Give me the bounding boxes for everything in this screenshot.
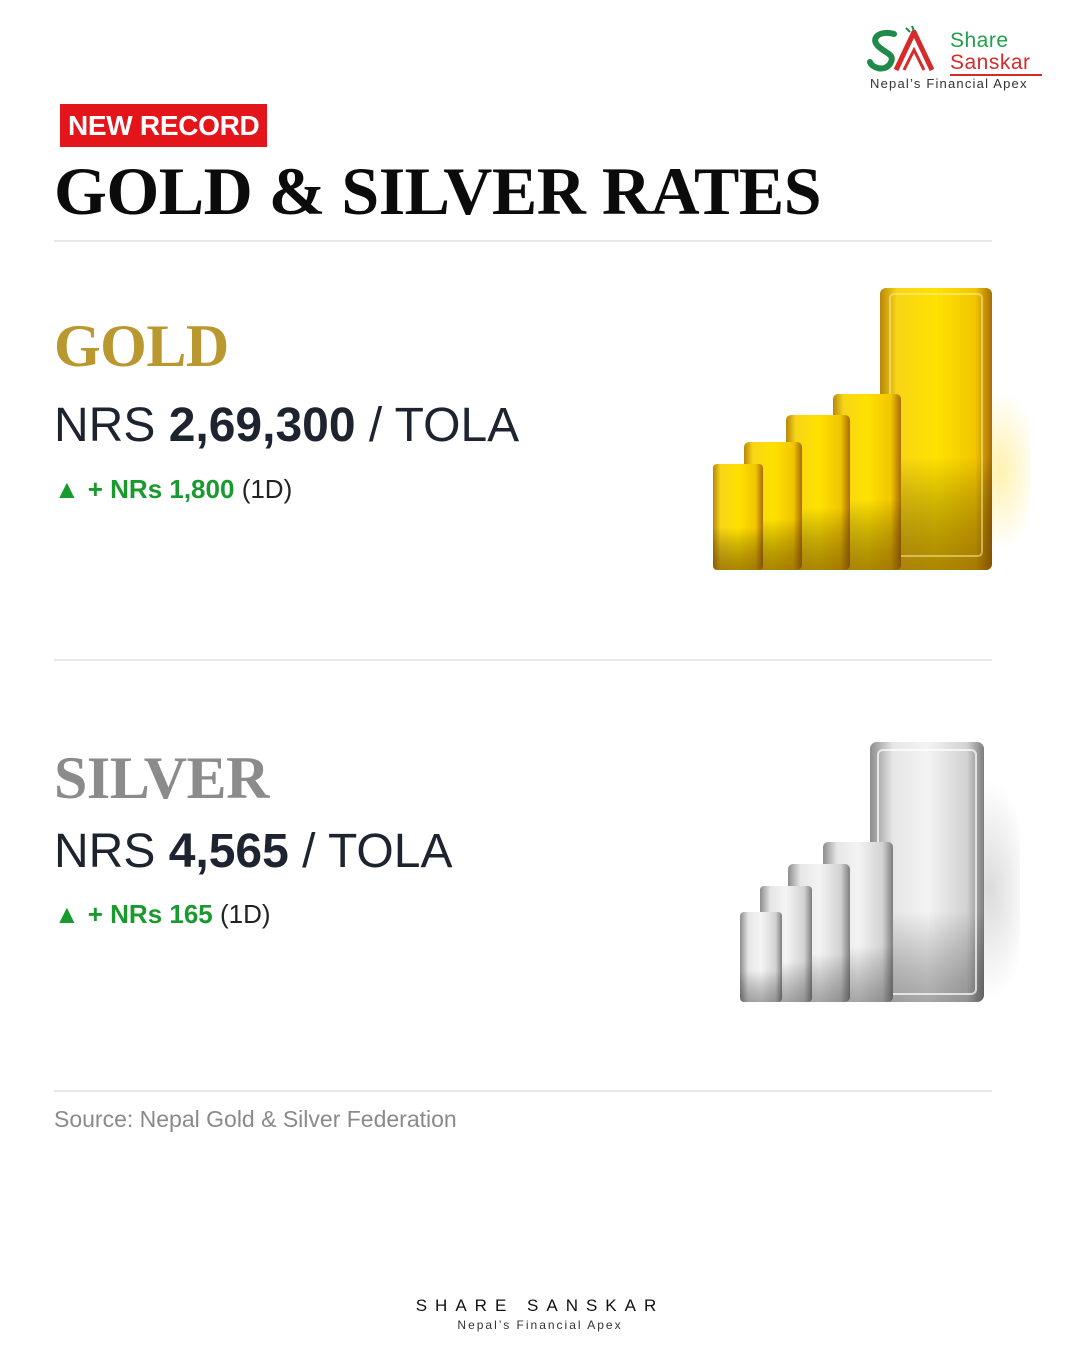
silver-price-value: 4,565	[168, 825, 289, 878]
header-divider	[54, 240, 992, 242]
gold-heading: GOLD	[54, 313, 229, 379]
silver-change-period: (1D)	[220, 899, 271, 929]
gold-change-period: (1D)	[241, 474, 293, 504]
section-divider	[54, 659, 992, 661]
footer-brand-name: SHARE SANSKAR	[415, 1296, 665, 1315]
gold-currency: NRS	[54, 399, 156, 452]
gold-unit: / TOLA	[368, 399, 520, 452]
silver-bar-5	[870, 742, 984, 1002]
silver-currency: NRS	[54, 825, 156, 878]
gold-price: NRS 2,69,300 / TOLA	[54, 398, 519, 453]
triangle-up-icon: ▲	[54, 899, 80, 929]
gold-bar-1	[713, 464, 763, 570]
share-sanskar-logo-mark	[867, 25, 935, 72]
gold-bar-5	[880, 288, 992, 570]
silver-unit: / TOLA	[302, 825, 453, 878]
gold-change: ▲ + NRs 1,800 (1D)	[54, 474, 292, 505]
source-note: Source: Nepal Gold & Silver Federation	[54, 1106, 457, 1132]
silver-change-amount: + NRs 165	[87, 899, 213, 929]
silver-heading: SILVER	[54, 745, 269, 811]
new-record-badge: NEW RECORD	[60, 104, 268, 147]
footer-divider	[54, 1090, 992, 1092]
logo-underline	[950, 74, 1042, 76]
gold-change-amount: + NRs 1,800	[87, 474, 235, 504]
triangle-up-icon: ▲	[54, 474, 80, 504]
silver-price: NRS 4,565 / TOLA	[54, 824, 452, 879]
logo-word-share: Share	[950, 29, 1009, 52]
logo-tagline: Nepal’s Financial Apex	[870, 76, 1028, 91]
gold-price-value: 2,69,300	[168, 399, 356, 452]
silver-bar-1	[740, 912, 782, 1002]
footer-tagline: Nepal’s Financial Apex	[457, 1318, 623, 1332]
brand-logo: Share Sanskar Nepal’s Financial Apex	[866, 24, 1056, 94]
page-title: GOLD & SILVER RATES	[54, 153, 822, 229]
logo-word-sanskar: Sanskar	[950, 51, 1031, 74]
silver-bars-image	[740, 742, 1020, 1002]
gold-bars-image	[713, 288, 1030, 570]
silver-change: ▲ + NRs 165 (1D)	[54, 899, 271, 930]
